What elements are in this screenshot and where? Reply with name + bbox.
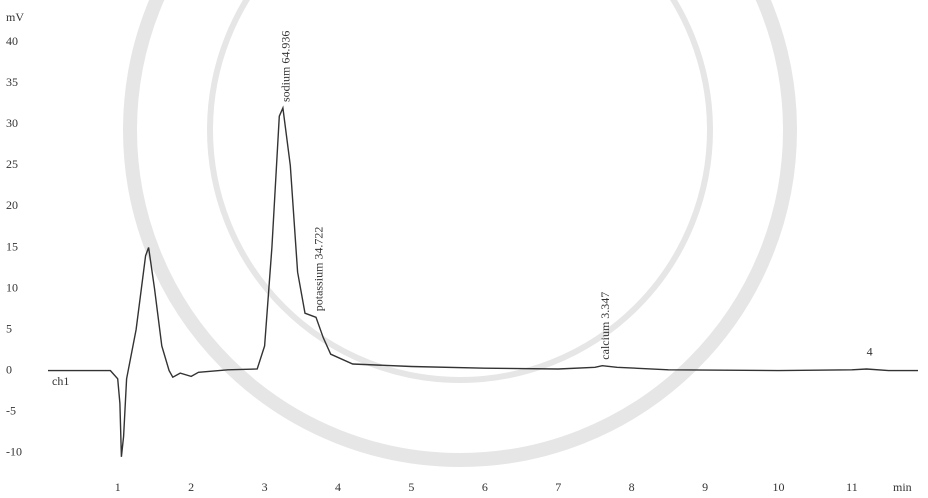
y-tick-label: -10: [6, 444, 22, 458]
x-tick-label: 10: [773, 480, 785, 494]
y-tick-label: 0: [6, 362, 12, 376]
peak-label: calcium 3.347: [598, 292, 612, 360]
x-tick-label: 9: [702, 480, 708, 494]
y-tick-label: 25: [6, 157, 18, 171]
x-tick-label: 3: [262, 480, 268, 494]
channel-label: ch1: [52, 374, 69, 388]
x-tick-label: 7: [555, 480, 561, 494]
y-tick-label: 35: [6, 75, 18, 89]
peak-label: 4: [867, 345, 873, 359]
y-tick-label: 20: [6, 198, 18, 212]
x-tick-label: 1: [115, 480, 121, 494]
x-tick-label: 6: [482, 480, 488, 494]
y-tick-label: 5: [6, 321, 12, 335]
chromatogram-line: [48, 105, 918, 457]
peak-label: potassium 34.722: [312, 227, 326, 312]
peak-label: sodium 64.936: [279, 31, 293, 102]
y-tick-label: -5: [6, 403, 16, 417]
y-axis-label: mV: [6, 10, 24, 24]
y-tick-label: 15: [6, 239, 18, 253]
y-tick-label: 40: [6, 34, 18, 48]
x-tick-label: 2: [188, 480, 194, 494]
y-tick-label: 10: [6, 280, 18, 294]
watermark: [123, 0, 797, 467]
x-tick-label: 4: [335, 480, 341, 494]
x-tick-label: 11: [846, 480, 858, 494]
x-axis-label: min: [893, 480, 912, 494]
x-tick-label: 8: [629, 480, 635, 494]
y-tick-label: 30: [6, 116, 18, 130]
x-tick-label: 5: [408, 480, 414, 494]
